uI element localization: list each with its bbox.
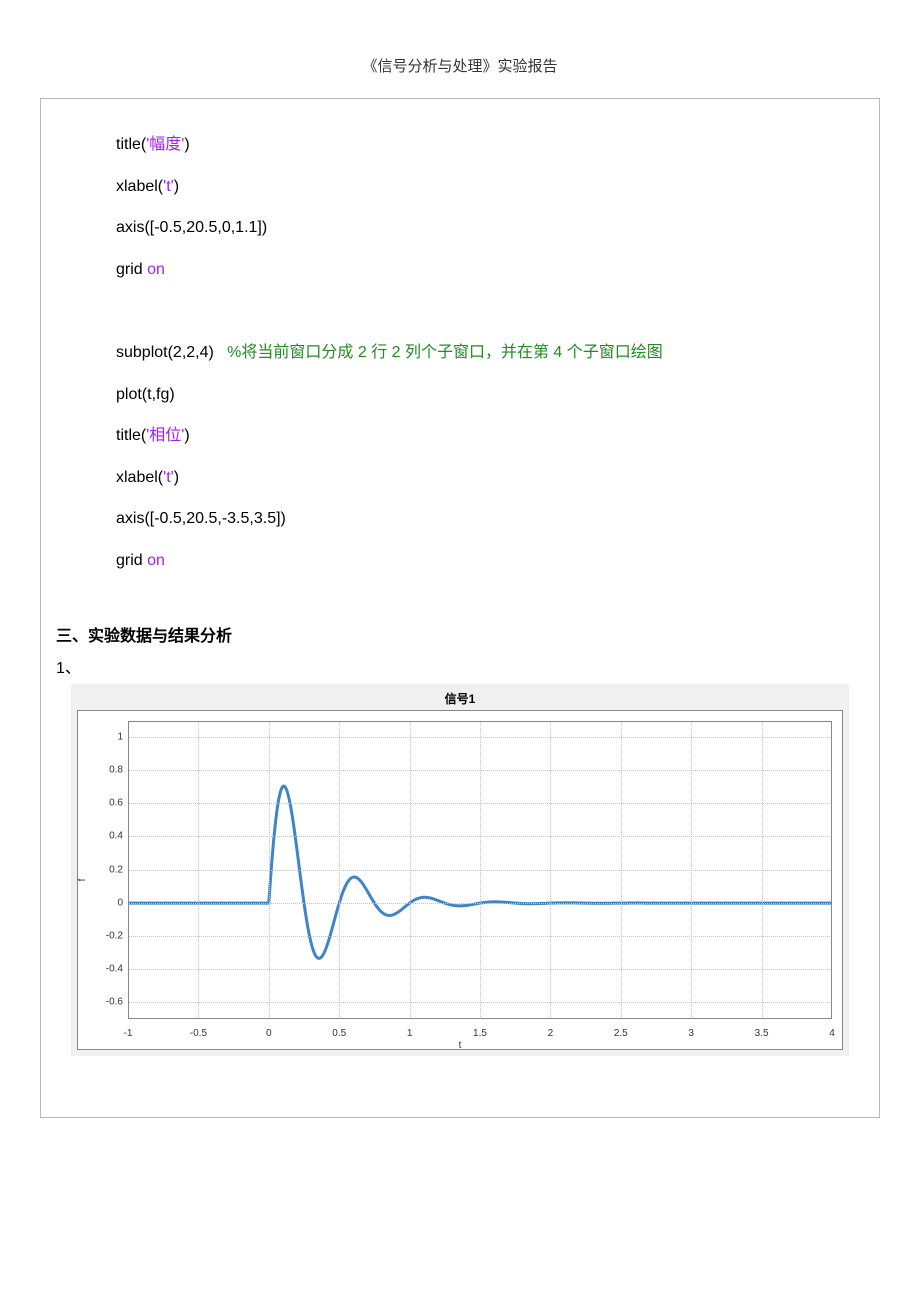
y-tick-label: -0.6 (88, 996, 123, 1007)
y-tick-label: 0 (88, 897, 123, 908)
y-tick-label: 0.6 (88, 798, 123, 809)
code-line: xlabel('t') (116, 457, 804, 499)
x-tick-label: -0.5 (190, 1028, 207, 1039)
doc-header: 《信号分析与处理》实验报告 (40, 55, 880, 76)
x-tick-label: 1.5 (473, 1028, 487, 1039)
y-tick-label: 0.4 (88, 831, 123, 842)
code-line: subplot(2,2,4) %将当前窗口分成 2 行 2 列个子窗口，并在第 … (116, 332, 804, 374)
code-line: grid on (116, 540, 804, 582)
code-line: title('相位') (116, 415, 804, 457)
chart-title: 信号1 (77, 690, 843, 710)
y-tick-label: 1 (88, 732, 123, 743)
y-axis-label: f (77, 878, 88, 881)
y-tick-label: 0.2 (88, 864, 123, 875)
x-tick-label: 3.5 (755, 1028, 769, 1039)
code-line: grid on (116, 249, 804, 291)
x-axis-label: t (459, 1040, 462, 1051)
code-line: xlabel('t') (116, 166, 804, 208)
y-tick-label: -0.2 (88, 930, 123, 941)
code-line: axis([-0.5,20.5,0,1.1]) (116, 207, 804, 249)
x-tick-label: 3 (688, 1028, 694, 1039)
x-tick-label: -1 (124, 1028, 133, 1039)
content-frame: title('幅度') xlabel('t') axis([-0.5,20.5,… (40, 98, 880, 1118)
code-block: title('幅度') xlabel('t') axis([-0.5,20.5,… (41, 124, 879, 602)
x-tick-label: 2.5 (614, 1028, 628, 1039)
item-number: 1、 (41, 654, 879, 684)
x-tick-label: 2 (548, 1028, 554, 1039)
figure-container: 信号1 f t -1 -0.5 0 0.5 1 1.5 2 2.5 3 3.5 4 -0.6 -0.4 -… (71, 684, 849, 1056)
x-tick-label: 0.5 (332, 1028, 346, 1039)
x-tick-label: 1 (407, 1028, 413, 1039)
plot-area (128, 721, 832, 1019)
y-tick-label: 0.8 (88, 765, 123, 776)
code-line: title('幅度') (116, 124, 804, 166)
x-tick-label: 0 (266, 1028, 272, 1039)
chart-axes: f t -1 -0.5 0 0.5 1 1.5 2 2.5 3 3.5 4 -0.6 -0.4 -0.2 0… (77, 710, 843, 1050)
code-line: plot(t,fg) (116, 374, 804, 416)
y-tick-label: -0.4 (88, 963, 123, 974)
code-line: axis([-0.5,20.5,-3.5,3.5]) (116, 498, 804, 540)
x-tick-label: 4 (829, 1028, 835, 1039)
code-line (116, 290, 804, 332)
section-heading: 三、实验数据与结果分析 (41, 602, 879, 654)
